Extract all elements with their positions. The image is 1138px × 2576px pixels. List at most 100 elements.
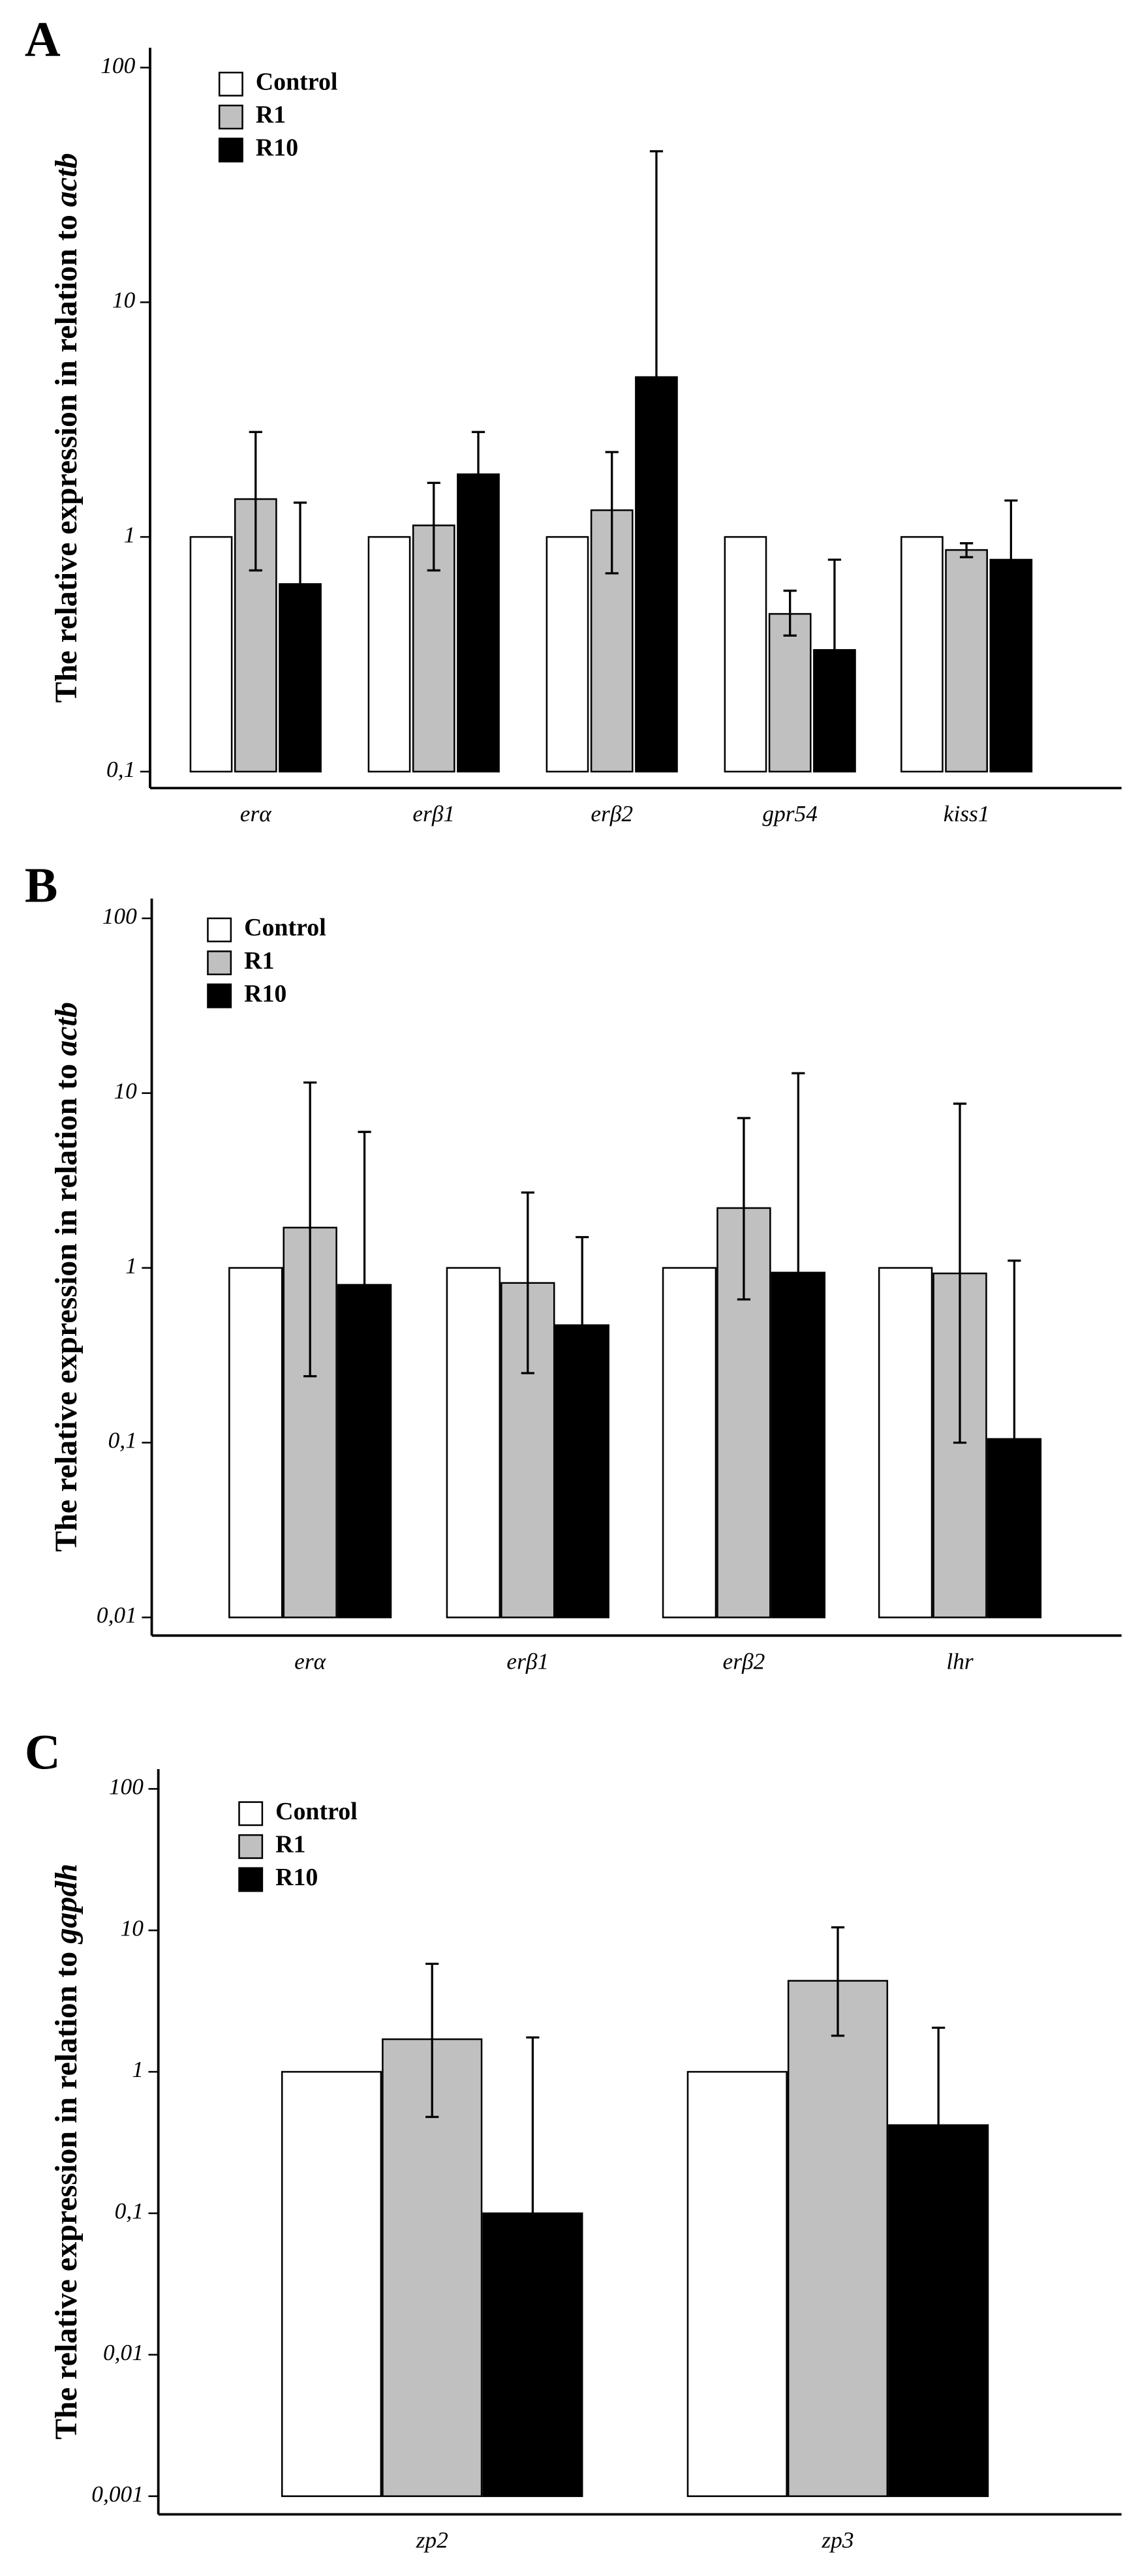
error-bar-upper [932, 2026, 946, 2125]
x-tick-label: erα [240, 800, 272, 826]
error-bar-upper [358, 1130, 371, 1285]
y-axis-label-gene: gapdh [49, 1864, 84, 1945]
y-axis-label-text: The relative expression in relation to [49, 1944, 84, 2440]
error-bar-upper [827, 558, 842, 650]
bar [189, 536, 233, 773]
error-bar-lower [249, 499, 262, 572]
legend-label: Control [244, 914, 326, 941]
legend-label: R1 [256, 101, 286, 129]
bar [367, 536, 411, 773]
legend-label: R10 [256, 134, 298, 162]
error-bar-upper [293, 501, 307, 584]
y-tick-label: 0,1 [115, 2198, 144, 2224]
y-axis-label: The relative expression in relation to a… [49, 1002, 84, 1552]
error-bar-lower [303, 1227, 317, 1378]
legend-label: Control [275, 1798, 358, 1825]
y-axis-label-text: The relative expression in relation to [49, 1056, 84, 1552]
bar [590, 509, 634, 773]
error-bar-lower [783, 614, 797, 637]
y-tick-label: 100 [102, 903, 137, 929]
y-tick-label: 1 [132, 2056, 144, 2082]
x-tick-label: erβ1 [506, 1648, 549, 1674]
bar [555, 1324, 609, 1618]
x-tick-label: gpr54 [762, 800, 818, 826]
error-bar-lower [425, 2039, 439, 2118]
bar [945, 549, 988, 773]
x-tick-label: erβ2 [723, 1648, 765, 1674]
y-tick-label: 0,01 [103, 2339, 144, 2365]
error-bar-upper [526, 2036, 540, 2213]
legend-swatch [207, 950, 232, 976]
panel-label: B [25, 858, 58, 913]
bar [281, 2070, 382, 2497]
bar [457, 473, 500, 773]
y-tick-label: 0,1 [106, 756, 135, 782]
legend-swatch [238, 1867, 264, 1892]
error-bar-upper [471, 431, 485, 475]
y-tick-label: 100 [109, 1773, 144, 1799]
bar [987, 1438, 1042, 1618]
error-bar-upper [576, 1235, 589, 1326]
legend-label: R1 [275, 1831, 305, 1858]
x-tick-label: lhr [946, 1648, 974, 1674]
error-bar-upper [792, 1072, 805, 1273]
bar [989, 558, 1033, 773]
bar [724, 536, 767, 773]
bar [446, 1267, 501, 1618]
bar [635, 376, 678, 773]
error-bar-lower [953, 1273, 967, 1444]
error-bar-upper [249, 431, 262, 500]
y-tick-label: 0,001 [91, 2481, 144, 2507]
x-tick-label: kiss1 [944, 800, 990, 826]
legend-swatch [218, 104, 243, 130]
error-bar-upper [605, 451, 619, 511]
bar [768, 613, 812, 773]
error-bar-upper [649, 150, 664, 378]
error-bar-upper [831, 1926, 845, 1981]
y-axis-label-text: The relative expression in relation to [49, 207, 84, 703]
bar [337, 1284, 392, 1618]
error-bar-lower [521, 1282, 534, 1374]
y-tick-label: 1 [124, 521, 136, 547]
error-bar-upper [737, 1117, 751, 1208]
panel-label: C [25, 1725, 61, 1780]
bar [813, 649, 856, 773]
legend-swatch [218, 71, 243, 97]
bar [900, 536, 944, 773]
bar [662, 1267, 717, 1618]
y-axis-label-gene: actb [49, 153, 84, 207]
legend-swatch [207, 917, 232, 943]
legend-swatch [218, 138, 243, 162]
y-tick-label: 10 [121, 1915, 144, 1941]
error-bar-lower [427, 525, 440, 572]
bar [228, 1267, 283, 1618]
y-tick-label: 0,1 [108, 1427, 137, 1453]
legend-swatch [207, 983, 232, 1008]
panel-label: A [25, 12, 61, 67]
error-bar-upper [303, 1081, 317, 1228]
error-bar-upper [1004, 499, 1018, 560]
bar [482, 2212, 583, 2497]
y-axis-label: The relative expression in relation to a… [49, 153, 84, 703]
error-bar-lower [960, 550, 974, 558]
bar [888, 2124, 989, 2497]
error-bar-upper [425, 1962, 439, 2040]
x-tick-label: zp3 [821, 2527, 853, 2553]
y-tick-label: 0,01 [97, 1602, 137, 1628]
y-tick-label: 1 [125, 1252, 137, 1279]
x-tick-label: erβ1 [412, 800, 455, 826]
legend-label: R1 [244, 947, 274, 975]
y-axis-label: The relative expression in relation to g… [49, 1864, 84, 2440]
error-bar-upper [783, 589, 797, 614]
bar [787, 1980, 889, 2497]
error-bar-lower [831, 1980, 845, 2037]
bar [279, 583, 322, 773]
legend-label: R10 [244, 980, 286, 1007]
y-tick-label: 100 [100, 52, 135, 78]
legend-swatch [238, 1801, 264, 1826]
bar [546, 536, 589, 773]
legend-swatch [238, 1834, 264, 1859]
error-bar-lower [737, 1207, 751, 1301]
bar [771, 1271, 826, 1618]
